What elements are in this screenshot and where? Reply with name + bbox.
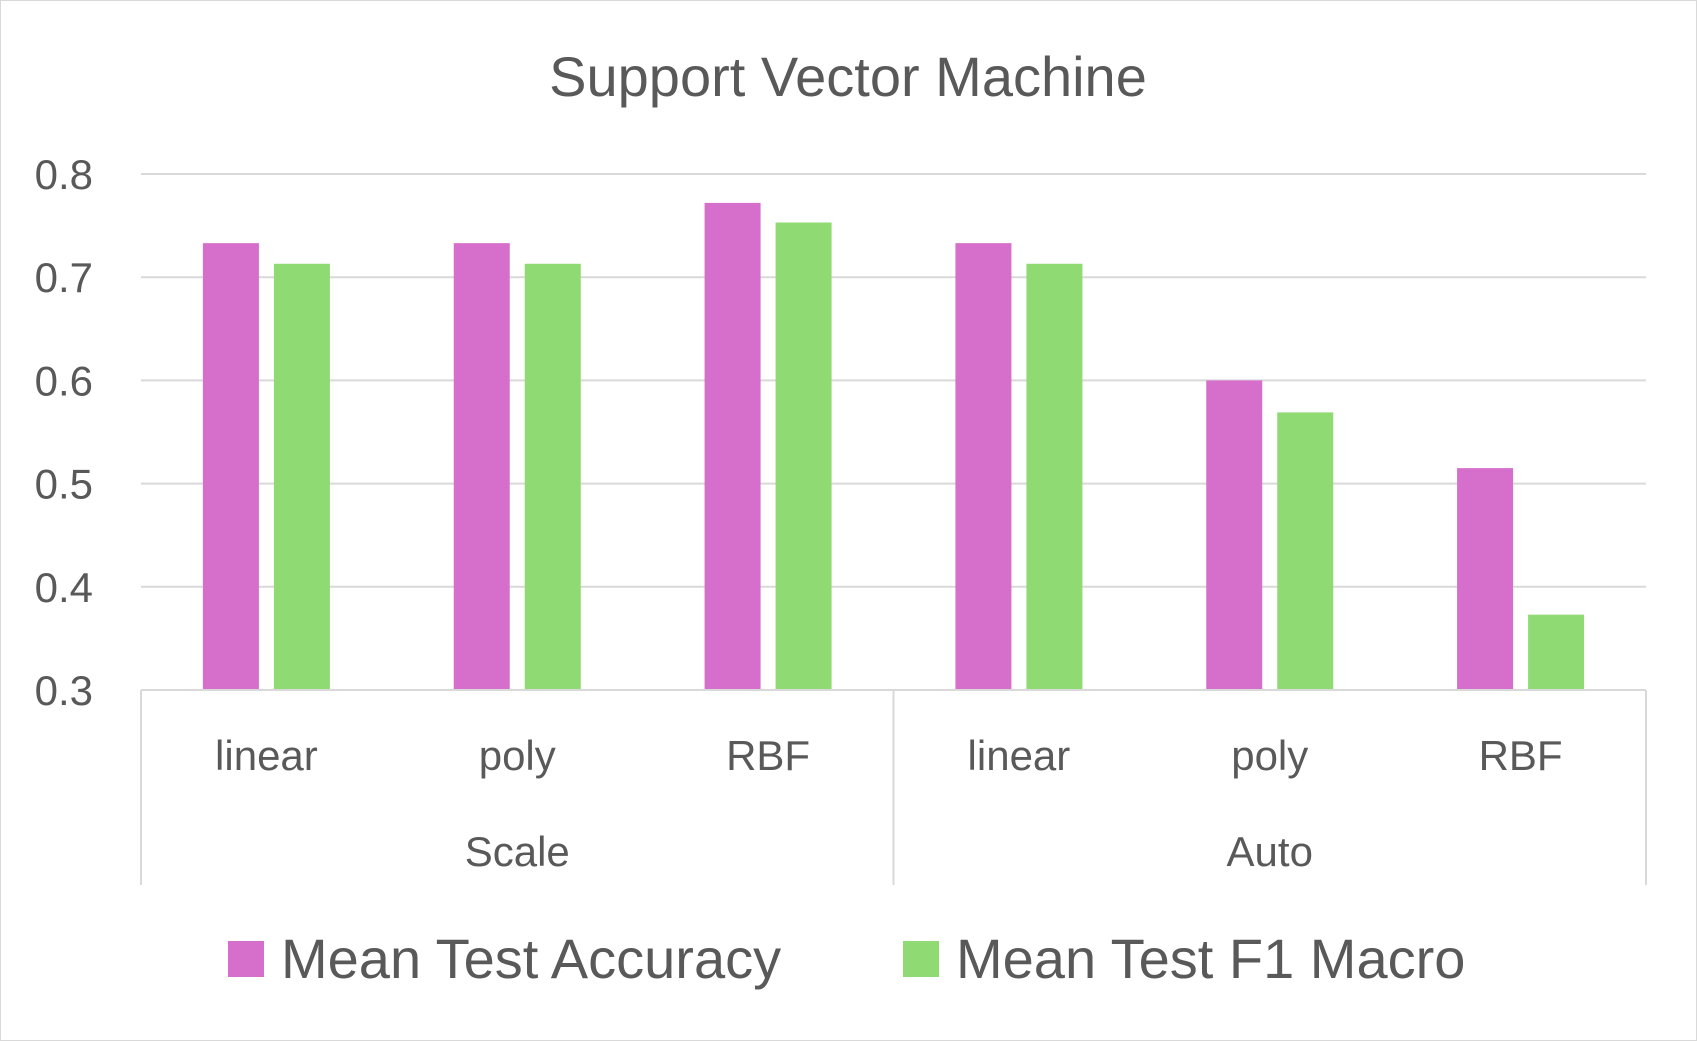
y-tick-label: 0.3 <box>35 667 93 714</box>
legend-swatch <box>228 941 264 977</box>
bar-accuracy <box>1457 468 1514 690</box>
bar-f1-macro <box>1026 263 1083 690</box>
legend-label: Mean Test F1 Macro <box>956 927 1465 990</box>
x-tick-label: RBF <box>1479 732 1563 779</box>
legend-swatch <box>903 941 939 977</box>
bar-f1-macro <box>524 263 581 690</box>
bar-f1-macro <box>1528 614 1585 690</box>
chart-title: Support Vector Machine <box>549 45 1147 108</box>
x-tick-label: poly <box>479 732 556 779</box>
bar-f1-macro <box>273 263 330 690</box>
x-tick-label: linear <box>215 732 318 779</box>
bars <box>202 202 1585 691</box>
legend: Mean Test Accuracy Mean Test F1 Macro <box>228 927 1465 990</box>
bar-accuracy <box>955 243 1012 691</box>
group-label: Auto <box>1227 828 1313 875</box>
bar-accuracy <box>1206 380 1263 690</box>
x-tick-label: linear <box>968 732 1071 779</box>
y-tick-label: 0.4 <box>35 564 93 611</box>
bar-accuracy <box>453 243 510 691</box>
y-axis-ticks: 0.3 0.4 0.5 0.6 0.7 0.8 <box>35 151 93 714</box>
x-axis: linear poly RBF linear poly RBF Scale Auto <box>140 689 1647 885</box>
y-tick-label: 0.6 <box>35 357 93 404</box>
y-tick-label: 0.7 <box>35 254 93 301</box>
bar-f1-macro <box>1277 412 1334 690</box>
bar-accuracy <box>704 202 761 690</box>
y-tick-label: 0.8 <box>35 151 93 198</box>
bar-accuracy <box>202 243 259 691</box>
legend-label: Mean Test Accuracy <box>281 927 781 990</box>
bar-f1-macro <box>775 222 832 690</box>
x-tick-label: poly <box>1231 732 1308 779</box>
y-tick-label: 0.5 <box>35 461 93 508</box>
gridlines <box>141 173 1646 588</box>
x-tick-label: RBF <box>726 732 810 779</box>
group-label: Scale <box>465 828 570 875</box>
